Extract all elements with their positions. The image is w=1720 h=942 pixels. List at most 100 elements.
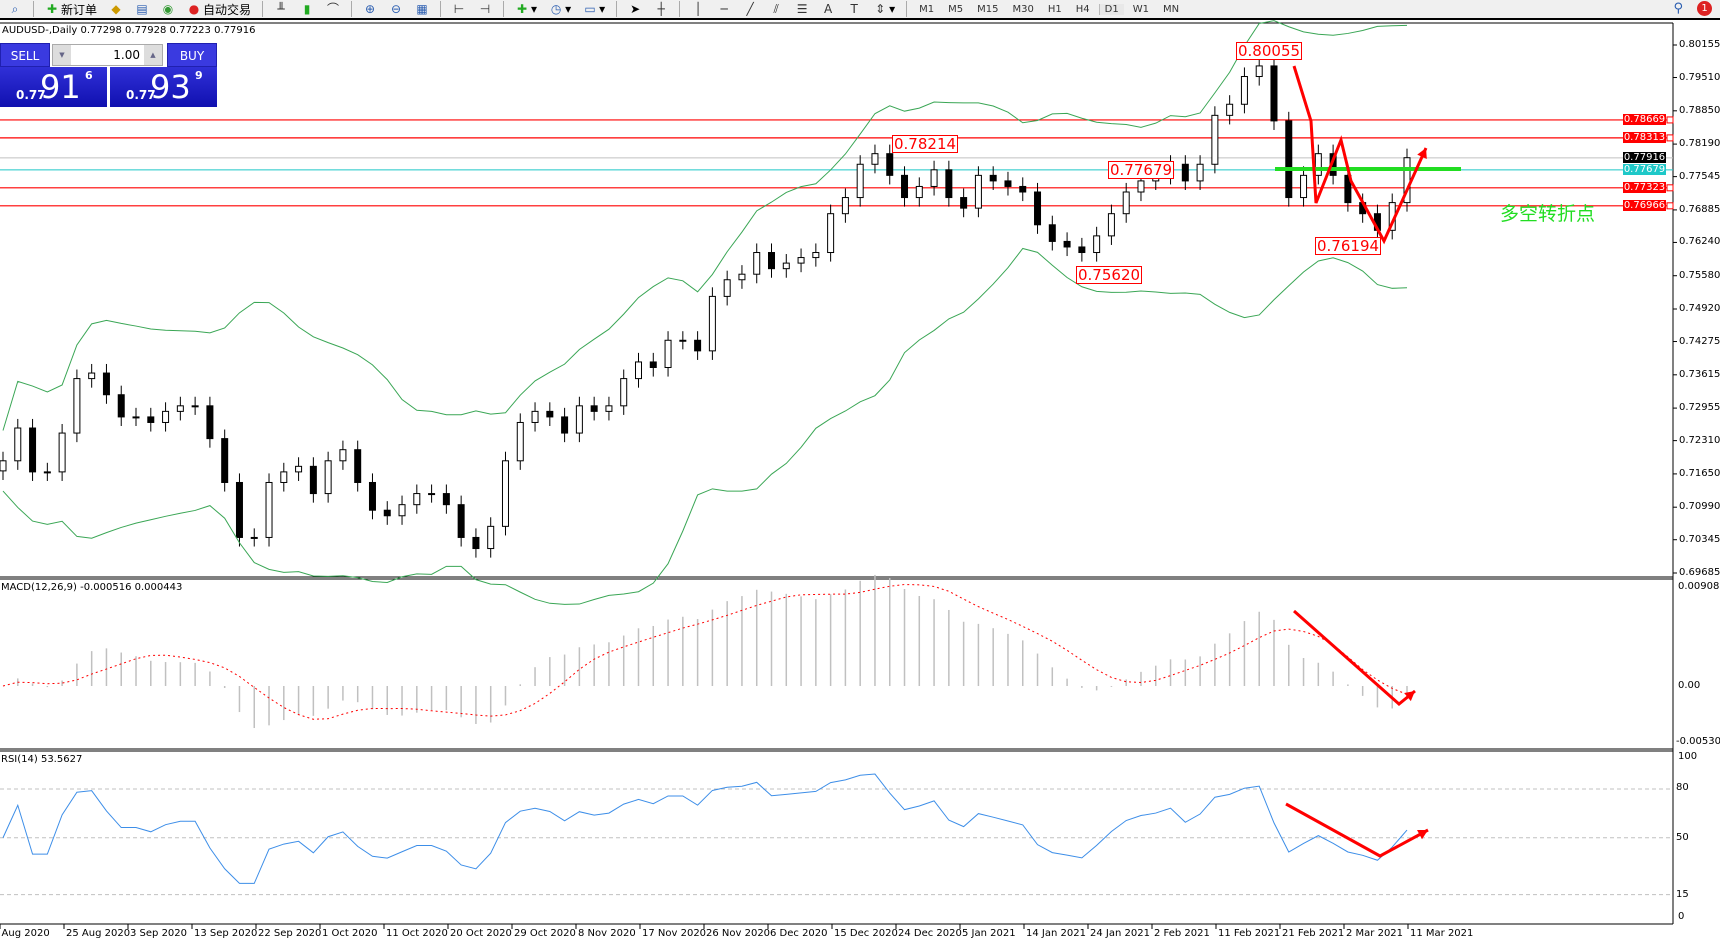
buy-price-fraction: 9 xyxy=(195,69,203,82)
lot-size-input[interactable]: ▼ 1.00 ▲ xyxy=(52,44,163,66)
crosshair-button[interactable]: ┼ xyxy=(650,0,672,18)
buy-price[interactable]: 0.77 93 9 xyxy=(110,67,217,107)
candle xyxy=(871,153,879,165)
candle xyxy=(516,421,524,462)
lot-value[interactable]: 1.00 xyxy=(113,48,140,62)
sell-button[interactable]: SELL xyxy=(0,43,50,67)
book-icon: ◆ xyxy=(111,2,121,16)
date-label: 6 Aug 2020 xyxy=(0,928,50,939)
candle xyxy=(265,481,273,538)
signal-icon: ◉ xyxy=(162,2,174,16)
annotation-0-76194[interactable]: 0.76194 xyxy=(1315,237,1382,255)
candle xyxy=(827,213,835,254)
text-label-button[interactable]: T xyxy=(843,0,865,18)
auto-trading-button[interactable]: ● 自动交易 xyxy=(183,0,255,18)
signals-button[interactable]: ◉ xyxy=(157,0,179,18)
candle xyxy=(575,405,583,434)
timeframe-m1[interactable]: M1 xyxy=(919,3,935,15)
trendline-button[interactable]: ╱ xyxy=(739,0,761,18)
chart-shift-icon: ⊣ xyxy=(479,2,491,16)
date-label: 15 Dec 2020 xyxy=(834,928,898,939)
candle xyxy=(915,185,923,199)
annotation-0-75620[interactable]: 0.75620 xyxy=(1076,266,1143,284)
candle xyxy=(1285,120,1293,199)
candle xyxy=(1255,65,1263,78)
templates-button[interactable]: ▭ ▾ xyxy=(584,2,606,16)
magnifier-icon: ⌕ xyxy=(11,2,19,16)
annotation-high[interactable]: 0.80055 xyxy=(1236,42,1303,60)
rsi-arrow xyxy=(1285,802,1429,858)
tile-windows-button[interactable]: ▦ xyxy=(411,0,433,18)
timeframe-w1[interactable]: W1 xyxy=(1132,3,1149,15)
metaeditor-button[interactable]: ◆ xyxy=(105,0,127,18)
new-order-button[interactable]: ✚ 新订单 xyxy=(41,0,101,18)
candle xyxy=(176,405,184,412)
zoom-window-button[interactable]: ⌕ xyxy=(4,0,26,18)
buy-button[interactable]: BUY xyxy=(167,43,217,67)
candle xyxy=(901,174,909,199)
tile-icon: ▦ xyxy=(416,2,428,16)
timeframe-m5[interactable]: M5 xyxy=(948,3,964,15)
rsi-axis-80: 80 xyxy=(1676,782,1689,793)
bar-chart-button[interactable]: ╨ xyxy=(270,0,292,18)
separator xyxy=(33,1,34,17)
date-label: 24 Jan 2021 xyxy=(1090,928,1150,939)
date-label: 20 Oct 2020 xyxy=(450,928,512,939)
candle xyxy=(383,509,391,517)
channel-button[interactable]: ⫽ xyxy=(765,0,787,18)
timeframe-h4[interactable]: H4 xyxy=(1075,3,1090,15)
date-label: 21 Feb 2021 xyxy=(1282,928,1345,939)
line-chart-button[interactable]: ⌒ xyxy=(322,0,344,18)
candlestick-button[interactable]: ▮ xyxy=(296,0,318,18)
annotation-0-77679[interactable]: 0.77679 xyxy=(1108,161,1175,179)
rsi-axis-50: 50 xyxy=(1676,832,1689,843)
turning-point-label[interactable]: 多空转折点 xyxy=(1500,203,1596,225)
candle xyxy=(812,252,820,259)
search-icon[interactable]: ⚲ xyxy=(1673,1,1683,16)
indicators-button[interactable]: ✚ ▾ xyxy=(517,2,538,16)
candle xyxy=(324,460,332,495)
lot-increase-button[interactable]: ▲ xyxy=(144,45,162,65)
candle xyxy=(0,460,7,472)
candle xyxy=(43,471,51,474)
auto-scroll-button[interactable]: ⊢ xyxy=(448,0,470,18)
candle xyxy=(1093,235,1101,254)
date-label: 6 Dec 2020 xyxy=(770,928,828,939)
lot-decrease-button[interactable]: ▼ xyxy=(53,45,71,65)
zoom-out-button[interactable]: ⊖ xyxy=(385,0,407,18)
text-button[interactable]: A xyxy=(817,0,839,18)
price-axis-label: 0.72310 xyxy=(1679,434,1720,446)
separator xyxy=(351,1,353,17)
timeframe-d1[interactable]: D1 xyxy=(1098,3,1124,15)
candle xyxy=(886,153,894,176)
periods-button[interactable]: ◷ ▾ xyxy=(550,2,572,16)
zoom-in-button[interactable]: ⊕ xyxy=(359,0,381,18)
annotation-0-78214[interactable]: 0.78214 xyxy=(892,135,959,153)
vertical-line-button[interactable]: │ xyxy=(687,0,709,18)
candle xyxy=(664,339,672,368)
text-icon: A xyxy=(824,2,833,16)
sell-price[interactable]: 0.77 91 6 xyxy=(0,67,107,107)
date-label: 14 Jan 2021 xyxy=(1026,928,1086,939)
cursor-button[interactable]: ➤ xyxy=(624,0,646,18)
timeframe-h1[interactable]: H1 xyxy=(1047,3,1062,15)
history-button[interactable]: ▤ xyxy=(131,0,153,18)
notifications-badge[interactable]: 1 xyxy=(1697,1,1712,16)
candle xyxy=(708,295,716,352)
candle xyxy=(162,410,170,423)
separator xyxy=(906,1,908,17)
candle xyxy=(723,279,731,297)
fibonacci-button[interactable]: ☰ xyxy=(791,0,813,18)
candle xyxy=(841,197,849,215)
chart-shift-button[interactable]: ⊣ xyxy=(474,0,496,18)
arrows-button[interactable]: ⇕ ▾ xyxy=(875,2,896,16)
candle xyxy=(738,273,746,281)
candle xyxy=(1122,191,1130,215)
timeframe-mn[interactable]: MN xyxy=(1162,3,1180,15)
timeframe-m30[interactable]: M30 xyxy=(1012,3,1034,15)
new-order-icon: ✚ xyxy=(46,2,58,16)
horizontal-line-button[interactable]: ─ xyxy=(713,0,735,18)
timeframe-m15[interactable]: M15 xyxy=(977,3,999,15)
candle xyxy=(280,471,288,483)
